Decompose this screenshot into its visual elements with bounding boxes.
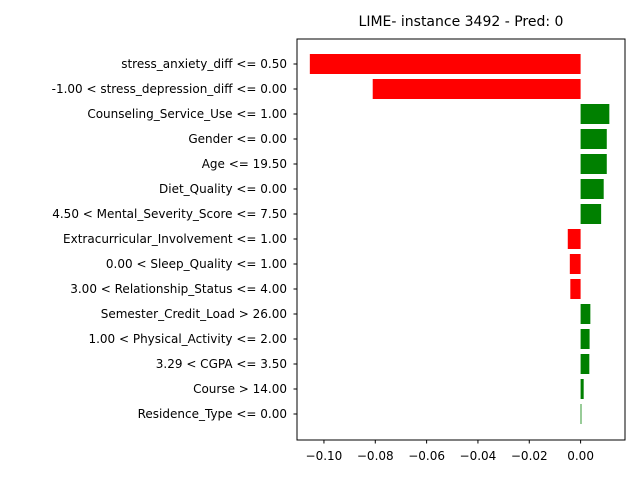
y-tick-label: 4.50 < Mental_Severity_Score <= 7.50 xyxy=(52,207,287,221)
y-tick-label: Course > 14.00 xyxy=(193,382,287,396)
y-tick-label: Gender <= 0.00 xyxy=(188,132,287,146)
bar-10 xyxy=(580,304,591,324)
y-tick-label: Residence_Type <= 0.00 xyxy=(138,407,287,421)
bar-12 xyxy=(580,354,590,374)
y-tick-label: 3.29 < CGPA <= 3.50 xyxy=(156,357,287,371)
x-tick-label: −0.02 xyxy=(511,449,548,463)
y-tick-labels: stress_anxiety_diff <= 0.50 -1.00 < stres… xyxy=(52,57,297,421)
y-tick-label: -1.00 < stress_depression_diff <= 0.00 xyxy=(52,82,287,96)
y-tick-label: 0.00 < Sleep_Quality <= 1.00 xyxy=(106,257,287,271)
y-tick-label: stress_anxiety_diff <= 0.50 xyxy=(121,57,287,71)
bars-group xyxy=(309,54,610,424)
x-tick-label: −0.10 xyxy=(306,449,343,463)
y-tick-label: Extracurricular_Involvement <= 1.00 xyxy=(63,232,287,246)
bar-3 xyxy=(580,129,607,149)
bar-6 xyxy=(580,204,602,224)
bar-2 xyxy=(580,104,610,124)
bar-13 xyxy=(580,379,584,399)
bar-5 xyxy=(580,179,604,199)
y-tick-label: Counseling_Service_Use <= 1.00 xyxy=(87,107,287,121)
bar-8 xyxy=(569,254,581,274)
y-tick-label: 3.00 < Relationship_Status <= 4.00 xyxy=(70,282,287,296)
bar-0 xyxy=(309,54,581,74)
y-tick-label: Age <= 19.50 xyxy=(202,157,287,171)
bar-9 xyxy=(570,279,581,299)
chart-title: LIME- instance 3492 - Pred: 0 xyxy=(359,14,564,30)
y-tick-label: 1.00 < Physical_Activity <= 2.00 xyxy=(88,332,287,346)
bar-14 xyxy=(580,404,582,424)
x-ticks: −0.10 −0.08 −0.06 −0.04 −0.02 0.00 xyxy=(306,440,594,463)
bar-4 xyxy=(580,154,607,174)
y-tick-label: Semester_Credit_Load > 26.00 xyxy=(101,307,287,321)
bar-11 xyxy=(580,329,590,349)
plot-frame xyxy=(296,38,626,441)
bar-1 xyxy=(372,79,581,99)
x-tick-label: −0.04 xyxy=(460,449,497,463)
x-tick-label: −0.08 xyxy=(357,449,394,463)
x-tick-label: −0.06 xyxy=(408,449,445,463)
x-tick-label: 0.00 xyxy=(567,449,594,463)
bar-7 xyxy=(567,229,581,249)
y-tick-label: Diet_Quality <= 0.00 xyxy=(159,182,287,196)
